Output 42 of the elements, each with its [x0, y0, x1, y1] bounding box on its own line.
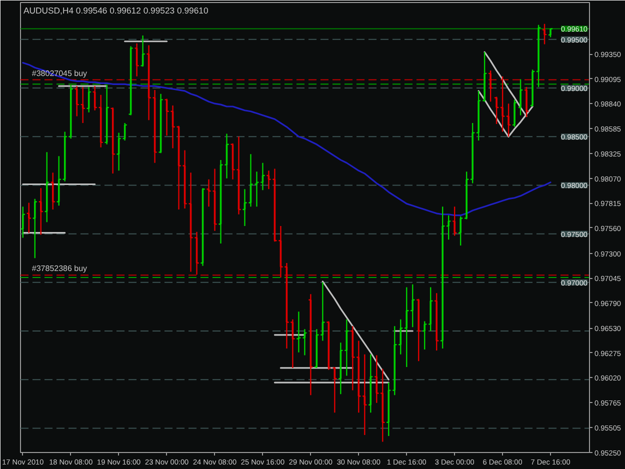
- candlestick: [68, 84, 74, 140]
- candlestick: [488, 70, 494, 102]
- candlestick: [458, 216, 464, 246]
- candlestick: [380, 368, 386, 442]
- candlestick: [482, 51, 488, 102]
- candlestick: [548, 28, 554, 38]
- candlestick: [80, 86, 86, 124]
- candlestick: [74, 85, 80, 117]
- candlestick: [500, 76, 506, 132]
- line-series: [22, 62, 552, 216]
- candlestick: [386, 382, 392, 437]
- candlestick: [62, 131, 68, 182]
- candlestick: [404, 286, 410, 368]
- candlestick: [44, 152, 50, 223]
- candlestick: [428, 286, 434, 332]
- candlestick: [452, 206, 458, 236]
- candlestick: [470, 122, 476, 184]
- candlestick: [530, 68, 536, 108]
- candlestick: [512, 99, 518, 128]
- candlestick: [542, 23, 548, 45]
- candlestick: [446, 214, 452, 240]
- candlestick: [410, 284, 416, 328]
- chart-title: AUDUSD,H4 0.99546 0.99612 0.99523 0.99610: [24, 6, 208, 16]
- candlestick: [398, 318, 404, 355]
- candlestick: [38, 188, 44, 236]
- candlestick: [494, 96, 500, 125]
- annotation: #37852386 buy: [32, 264, 88, 274]
- candlestick: [422, 320, 428, 350]
- candlestick: [506, 102, 512, 138]
- candlestick: [32, 198, 38, 259]
- candlestick: [518, 78, 524, 116]
- candlestick: [536, 24, 542, 88]
- candlestick: [524, 86, 530, 118]
- candlestick: [434, 292, 440, 352]
- candlestick: [26, 202, 32, 234]
- candlestick: [50, 172, 56, 210]
- candlestick: [56, 155, 62, 206]
- candlestick: [476, 90, 482, 142]
- candlestick: [392, 326, 398, 396]
- candlestick: [416, 298, 422, 362]
- candlestick: [86, 86, 92, 113]
- candlestick: [20, 206, 26, 238]
